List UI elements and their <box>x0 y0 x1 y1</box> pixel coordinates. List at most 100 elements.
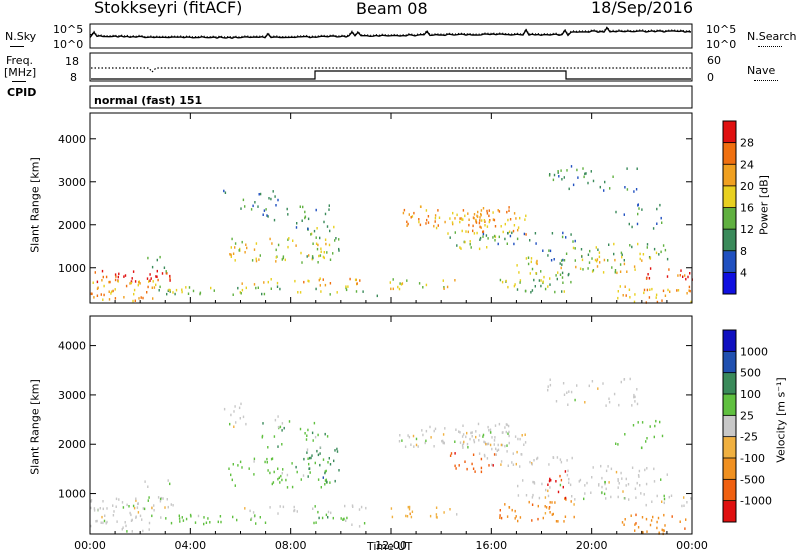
scatter-point <box>570 390 573 394</box>
scatter-point <box>645 440 647 443</box>
scatter-point <box>287 213 289 216</box>
scatter-point <box>296 222 298 225</box>
scatter-point <box>322 278 324 281</box>
scatter-point <box>278 476 280 479</box>
scatter-point <box>540 279 542 282</box>
scatter-point <box>442 279 444 282</box>
scatter-point <box>152 297 154 300</box>
scatter-point <box>415 437 418 441</box>
colorbar-tick-label: 4 <box>740 266 747 279</box>
scatter-point <box>277 512 279 515</box>
scatter-point <box>266 457 268 461</box>
scatter-point <box>129 511 131 515</box>
scatter-point <box>122 506 125 509</box>
power-colorbar: 4 8 12 16 20 24 28 <box>722 120 754 295</box>
scatter-point <box>561 271 564 275</box>
scatter-point <box>635 496 637 499</box>
scatter-point <box>531 267 534 271</box>
scatter-point <box>687 275 689 279</box>
scatter-point <box>230 255 232 258</box>
scatter-point <box>497 448 500 452</box>
scatter-point <box>454 452 456 455</box>
scatter-point <box>618 482 620 485</box>
scatter-point <box>661 221 663 224</box>
scatter-point <box>434 214 437 217</box>
cpid-panel-frame <box>89 85 693 109</box>
scatter-point <box>444 220 446 224</box>
scatter-point <box>151 265 154 269</box>
scatter-point <box>619 263 622 266</box>
scatter-point <box>512 463 515 466</box>
scatter-point <box>354 278 357 282</box>
scatter-point <box>587 253 590 256</box>
scatter-point <box>172 504 174 507</box>
scatter-point <box>169 290 171 293</box>
velocity-colorbar: -1000 -500 -100 -25 25 100 500 1000 <box>722 329 772 523</box>
scatter-point <box>425 429 428 433</box>
scatter-point <box>597 387 599 390</box>
scatter-point <box>549 511 551 514</box>
scatter-point <box>469 243 471 246</box>
scatter-point <box>491 436 493 439</box>
scatter-point <box>413 211 415 215</box>
scatter-point <box>345 288 348 292</box>
scatter-point <box>501 443 504 447</box>
scatter-point <box>608 397 610 400</box>
scatter-point <box>635 513 637 517</box>
scatter-point <box>281 478 283 482</box>
scatter-point <box>149 273 151 276</box>
scatter-point <box>185 517 188 521</box>
scatter-point <box>433 429 435 433</box>
scatter-point <box>166 272 168 275</box>
scatter-point <box>106 507 108 510</box>
scatter-point <box>279 505 281 508</box>
scatter-point <box>472 467 475 470</box>
scatter-point <box>240 292 242 295</box>
scatter-point <box>333 459 335 463</box>
scatter-point <box>485 442 487 446</box>
scatter-point <box>293 509 296 512</box>
scatter-point <box>504 503 506 506</box>
scatter-point <box>311 255 314 258</box>
scatter-point <box>288 237 290 240</box>
scatter-point <box>282 468 284 471</box>
scatter-point <box>533 481 535 484</box>
scatter-point <box>476 231 478 235</box>
scatter-point <box>596 258 599 261</box>
scatter-point <box>648 296 651 299</box>
scatter-point <box>553 173 556 177</box>
scatter-point <box>682 275 684 278</box>
scatter-point <box>442 439 444 443</box>
scatter-point <box>117 280 119 283</box>
scatter-point <box>504 426 506 429</box>
scatter-point <box>99 507 101 510</box>
scatter-point <box>352 505 354 508</box>
scatter-point <box>554 501 556 504</box>
scatter-point <box>140 296 142 299</box>
colorbar-tick-label: 12 <box>740 223 754 236</box>
scatter-point <box>494 239 496 242</box>
scatter-point <box>563 393 566 396</box>
nave-label: Nave <box>747 64 776 77</box>
scatter-point <box>605 404 607 407</box>
scatter-point <box>615 442 617 445</box>
scatter-point <box>316 227 318 230</box>
scatter-point <box>559 262 561 265</box>
scatter-point <box>500 225 502 228</box>
scatter-point <box>470 246 472 249</box>
scatter-point <box>620 471 622 475</box>
scatter-point <box>407 505 409 509</box>
scatter-point <box>482 232 485 236</box>
scatter-point <box>306 434 308 437</box>
scatter-point <box>604 480 606 484</box>
scatter-point <box>96 519 98 523</box>
scatter-point <box>438 216 441 219</box>
scatter-point <box>662 244 665 247</box>
scatter-point <box>291 485 294 489</box>
scatter-point <box>566 473 569 477</box>
scatter-point <box>631 466 634 469</box>
scatter-point <box>660 216 662 220</box>
scatter-point <box>517 494 520 497</box>
scatter-point <box>525 494 528 497</box>
scatter-point <box>245 422 247 426</box>
